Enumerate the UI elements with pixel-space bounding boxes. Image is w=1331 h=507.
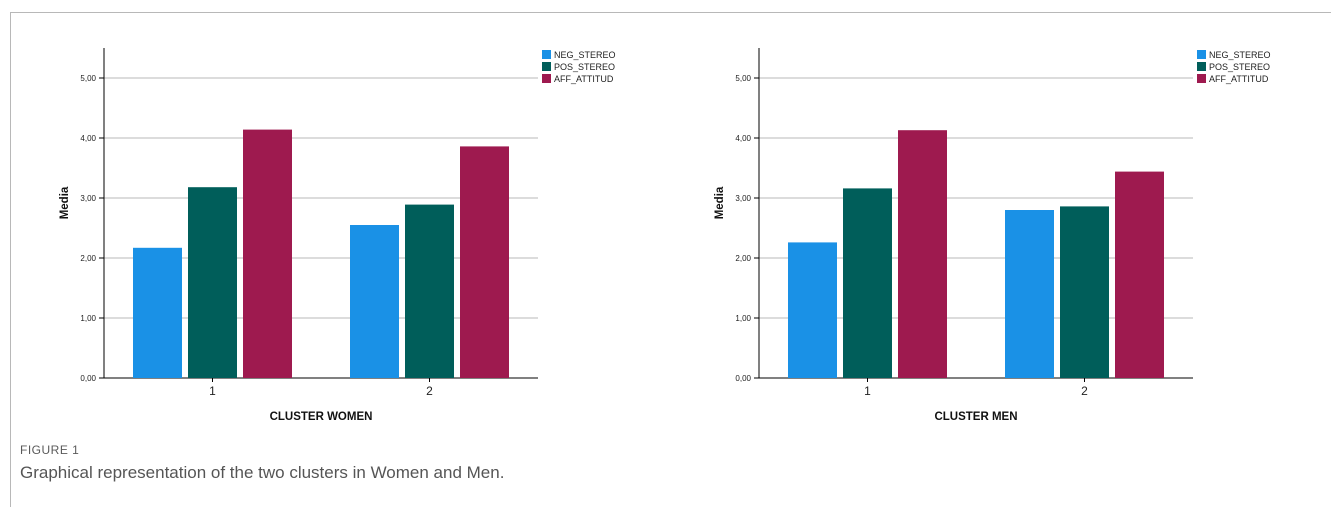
legend-label: NEG_STEREO (1209, 50, 1271, 60)
legend-label: POS_STEREO (1209, 62, 1270, 72)
y-tick-label: 3,00 (735, 194, 751, 203)
bar-aff-attitud-cluster-2 (460, 146, 509, 378)
y-axis-title: Media (59, 186, 71, 219)
y-tick-label: 1,00 (80, 314, 96, 323)
chart-cluster-men: 0,00 1,00 2,00 3,00 4,00 5,00 1 2 CLUSTER MEN Med… (713, 28, 1273, 428)
legend-swatch (1197, 74, 1206, 83)
bar-pos-stereo-cluster-2 (405, 204, 454, 378)
y-tick-label: 0,00 (735, 374, 751, 383)
y-tick-label: 3,00 (80, 194, 96, 203)
legend-swatch (542, 62, 551, 71)
legend-swatch (1197, 50, 1206, 59)
bar-pos-stereo-cluster-1 (188, 187, 237, 378)
x-tick-label: 2 (426, 384, 433, 398)
figure-label: FIGURE 1 (20, 443, 80, 457)
figure-frame-left (10, 12, 11, 507)
y-tick-label: 5,00 (80, 74, 96, 83)
chart-svg: 0,00 1,00 2,00 3,00 4,00 5,00 1 2 CLUSTER WOMEN M… (59, 48, 616, 423)
y-axis-title: Media (714, 186, 726, 219)
legend-label: AFF_ATTITUD (1209, 74, 1269, 84)
x-axis-title: CLUSTER MEN (934, 411, 1017, 423)
bar-neg-stereo-cluster-2 (350, 225, 399, 378)
y-tick-label: 2,00 (80, 254, 96, 263)
figure-caption: Graphical representation of the two clus… (20, 463, 505, 482)
legend-label: POS_STEREO (554, 62, 615, 72)
x-tick-label: 1 (209, 384, 216, 398)
bar-pos-stereo-cluster-2 (1060, 206, 1109, 378)
x-axis-title: CLUSTER WOMEN (270, 411, 373, 423)
y-tick-label: 1,00 (735, 314, 751, 323)
y-tick-label: 4,00 (80, 134, 96, 143)
legend-swatch (1197, 62, 1206, 71)
bar-neg-stereo-cluster-2 (1005, 210, 1054, 378)
bar-aff-attitud-cluster-1 (898, 130, 947, 378)
chart-svg: 0,00 1,00 2,00 3,00 4,00 5,00 1 2 CLUSTER MEN Med… (714, 48, 1271, 423)
bar-neg-stereo-cluster-1 (133, 247, 182, 378)
bar-aff-attitud-cluster-1 (243, 129, 292, 378)
figure-frame-top (10, 12, 1331, 13)
legend-label: NEG_STEREO (554, 50, 616, 60)
y-tick-label: 2,00 (735, 254, 751, 263)
y-tick-label: 5,00 (735, 74, 751, 83)
y-tick-label: 0,00 (80, 374, 96, 383)
legend-swatch (542, 74, 551, 83)
chart-cluster-women: 0,00 1,00 2,00 3,00 4,00 5,00 1 2 CLUSTER WOMEN M… (58, 28, 618, 428)
x-tick-label: 2 (1081, 384, 1088, 398)
bar-pos-stereo-cluster-1 (843, 188, 892, 378)
y-tick-label: 4,00 (735, 134, 751, 143)
legend-swatch (542, 50, 551, 59)
x-tick-label: 1 (864, 384, 871, 398)
bar-neg-stereo-cluster-1 (788, 242, 837, 378)
legend-label: AFF_ATTITUD (554, 74, 614, 84)
bar-aff-attitud-cluster-2 (1115, 171, 1164, 378)
